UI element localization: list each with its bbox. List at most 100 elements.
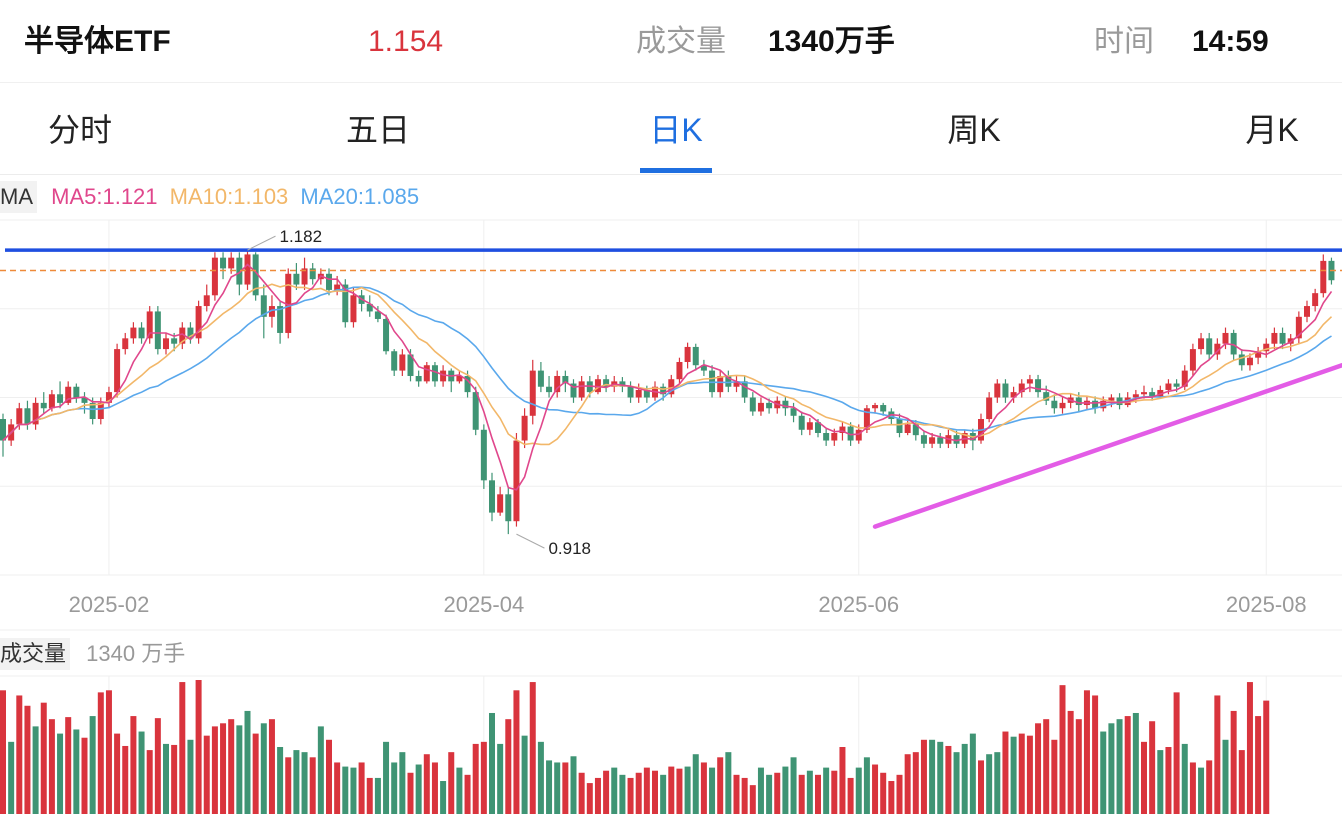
candle-body	[114, 349, 121, 393]
volume-bar	[1059, 685, 1066, 814]
candle-body	[407, 354, 414, 376]
ma10-line	[2, 283, 1333, 446]
candle-body	[244, 254, 251, 285]
candle-body	[391, 351, 398, 371]
volume-bar	[16, 695, 23, 814]
candle-body	[228, 257, 235, 269]
candle-body	[32, 402, 39, 425]
volume-bar	[782, 766, 789, 814]
volume-bar	[1132, 712, 1139, 814]
volume-bar	[521, 735, 528, 814]
candle-body	[0, 419, 6, 441]
volume-bar	[937, 741, 944, 814]
volume-bar	[358, 762, 365, 814]
volume-bar	[1149, 721, 1156, 814]
candle-body	[366, 303, 373, 312]
volume-bar	[798, 774, 805, 814]
x-tick-label: 2025-02	[69, 592, 150, 617]
candle-body	[16, 408, 23, 425]
candle-body	[766, 402, 773, 409]
volume-bar	[1181, 743, 1188, 814]
volume-bar	[676, 768, 683, 814]
volume-legend-value: 1340 万手	[86, 641, 186, 666]
candle-body	[1132, 394, 1139, 398]
volume-bar	[912, 752, 919, 814]
candle-body	[268, 306, 275, 317]
volume-bar	[236, 725, 243, 814]
candle-body	[839, 426, 846, 433]
volume-bar	[383, 741, 390, 814]
candle-body	[1295, 316, 1302, 339]
candle-body	[431, 365, 438, 382]
candle-body	[73, 386, 80, 398]
volume-bar	[766, 774, 773, 814]
tab-five-day[interactable]: 五日	[345, 112, 411, 148]
candle-body	[741, 381, 748, 398]
tab-weekly-k[interactable]: 周K	[947, 112, 1001, 148]
volume-bar	[114, 733, 121, 814]
volume-bar	[220, 723, 227, 814]
volume-bar	[1255, 716, 1262, 814]
candle-body	[40, 402, 47, 409]
volume-bar	[1002, 731, 1009, 814]
volume-bar	[24, 705, 31, 814]
candle-body	[1165, 383, 1172, 390]
volume-bar	[334, 762, 341, 814]
volume-bar	[399, 752, 406, 814]
candle-body	[692, 346, 699, 366]
candle-body	[513, 440, 520, 522]
volume-bar	[920, 739, 927, 814]
volume-bar	[1018, 733, 1025, 814]
candle-body	[676, 362, 683, 380]
volume-bar	[309, 757, 316, 814]
volume-legend-tag[interactable]: 成交量	[0, 638, 71, 670]
ma5-value: MA5:1.121	[51, 184, 158, 209]
volume-bar	[1263, 700, 1270, 814]
candle-body	[815, 422, 821, 433]
volume-bar	[1141, 741, 1147, 814]
volume-bar	[244, 710, 251, 814]
volume-bar	[326, 739, 332, 814]
candle-body	[790, 408, 797, 416]
candle-body	[326, 273, 332, 290]
security-name: 半导体ETF	[24, 25, 171, 58]
volume-bar	[171, 744, 178, 814]
high-price-label: 1.182	[280, 227, 323, 246]
volume-bar	[342, 766, 349, 814]
active-tab-indicator	[640, 168, 712, 173]
tab-intraday[interactable]: 分时	[47, 112, 113, 148]
volume-bar	[163, 743, 169, 814]
candle-body	[1320, 260, 1327, 294]
candle-body	[236, 257, 243, 285]
tab-daily-k[interactable]: 日K	[649, 112, 703, 148]
candle-body	[806, 422, 813, 430]
volume-bar	[652, 770, 658, 814]
candle-body	[904, 424, 911, 433]
volume-bar	[717, 757, 724, 814]
candle-body	[220, 257, 227, 269]
candle-body	[480, 429, 487, 481]
volume-bar	[1165, 747, 1172, 814]
candle-body	[912, 424, 919, 436]
volume-bar	[154, 718, 161, 814]
candle-body	[187, 327, 194, 339]
candle-body	[1100, 400, 1107, 409]
volume-bar	[594, 777, 601, 814]
ma-legend-tag[interactable]: MA	[0, 181, 37, 213]
volume-bar	[211, 726, 218, 814]
volume-bar	[1083, 690, 1090, 814]
volume-bar	[537, 741, 544, 814]
volume-bar	[823, 767, 830, 814]
volume-bar	[1206, 760, 1213, 814]
ma20-line	[2, 286, 1332, 442]
volume-bar	[1246, 682, 1253, 814]
volume-bar	[700, 762, 707, 814]
volume-legend: 成交量 1340 万手	[0, 638, 185, 670]
candle-body	[823, 433, 830, 441]
tab-monthly-k[interactable]: 月K	[1245, 112, 1299, 148]
candle-body	[546, 386, 553, 393]
candle-body	[1238, 354, 1245, 366]
candle-body	[847, 426, 854, 441]
volume-bar	[741, 777, 748, 814]
